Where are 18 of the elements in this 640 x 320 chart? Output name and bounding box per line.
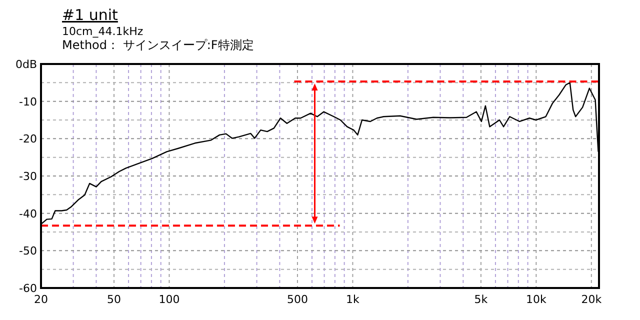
text: Method： サインスイープ:F特測定: [62, 38, 254, 52]
x-tick-label: 10k: [526, 293, 547, 306]
x-tick-label: 20k: [581, 293, 602, 306]
y-tick-label: 0dB: [15, 58, 37, 71]
y-tick-label: -60: [19, 282, 37, 295]
x-tick-label: 500: [286, 293, 308, 306]
y-tick-label: -30: [19, 170, 37, 183]
x-tick-label: 20: [34, 293, 48, 306]
y-tick-label: -40: [19, 207, 37, 220]
x-tick-label: 1k: [346, 293, 360, 306]
y-tick-label: -20: [19, 132, 37, 146]
y-tick-label: -10: [19, 95, 37, 108]
chart-title: #1 unit: [62, 6, 118, 24]
x-tick-label: 100: [158, 293, 180, 306]
chart-subtitle: 10cm_44.1kHz: [62, 25, 144, 38]
x-tick-label: 5k: [474, 293, 488, 306]
x-tick-label: 50: [107, 293, 122, 306]
y-tick-label: -50: [19, 244, 37, 258]
